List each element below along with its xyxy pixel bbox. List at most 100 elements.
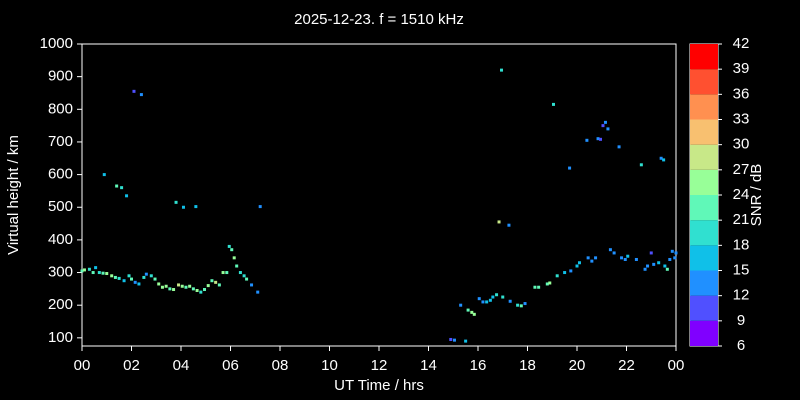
x-tick-label: 18 [519, 357, 536, 374]
point [120, 186, 124, 190]
point [221, 271, 225, 275]
point [256, 290, 260, 294]
point [477, 297, 481, 301]
point [206, 284, 210, 288]
point [673, 256, 677, 260]
point [174, 200, 178, 204]
x-tick-label: 02 [123, 357, 140, 374]
colorbar-tick-label: 24 [733, 186, 750, 203]
point [545, 282, 549, 286]
x-tick-label: 12 [371, 357, 388, 374]
point [555, 274, 559, 278]
point [80, 269, 84, 273]
point [132, 89, 136, 93]
point [115, 184, 119, 188]
colorbar-swatch [690, 220, 718, 246]
point [649, 251, 653, 255]
colorbar-swatch [690, 295, 718, 321]
point [608, 248, 612, 252]
point [523, 302, 527, 306]
x-tick-label: 14 [420, 357, 437, 374]
point [485, 300, 489, 304]
colorbar-swatch [690, 144, 718, 170]
point [127, 274, 131, 278]
point [238, 271, 242, 275]
point [113, 275, 117, 279]
x-tick-label: 16 [470, 357, 487, 374]
point [508, 299, 512, 303]
y-tick-label: 600 [48, 166, 73, 183]
colorbar-swatch [690, 320, 718, 346]
colorbar-label: SNR / dB [748, 164, 765, 227]
point [662, 158, 666, 162]
point [634, 257, 638, 261]
point [117, 276, 121, 280]
point [501, 295, 505, 299]
point [665, 267, 669, 271]
y-tick-label: 500 [48, 198, 73, 215]
point [82, 268, 86, 272]
point [87, 267, 91, 271]
point [142, 275, 146, 279]
point [464, 339, 468, 343]
colorbar-swatch [690, 245, 718, 271]
point [210, 279, 214, 283]
point [452, 338, 456, 342]
point [519, 304, 523, 308]
point [449, 337, 453, 341]
point [102, 173, 106, 177]
point [180, 284, 184, 288]
point [258, 205, 262, 209]
x-tick-label: 22 [618, 357, 635, 374]
y-tick-label: 1000 [40, 35, 73, 52]
x-tick-label: 10 [321, 357, 338, 374]
point [203, 288, 207, 292]
point [646, 264, 650, 268]
y-tick-label: 300 [48, 264, 73, 281]
colorbar-swatch [690, 169, 718, 195]
point [652, 262, 656, 266]
point [657, 261, 661, 265]
point [235, 264, 239, 268]
point [606, 127, 610, 131]
point [97, 271, 101, 275]
point [199, 290, 203, 294]
point [548, 281, 552, 285]
point [184, 285, 188, 289]
point [164, 284, 168, 288]
point [137, 282, 141, 286]
point [497, 220, 501, 224]
colorbar-swatch [690, 44, 718, 70]
point [577, 261, 581, 265]
point [594, 256, 598, 260]
point [612, 251, 616, 255]
point [533, 285, 537, 289]
point [91, 271, 95, 275]
point [481, 300, 485, 304]
point [139, 93, 143, 97]
colorbar-tick-label: 18 [733, 236, 750, 253]
x-tick-label: 00 [668, 357, 685, 374]
point [643, 267, 647, 271]
point [472, 312, 476, 316]
colorbar-tick-label: 6 [737, 337, 745, 354]
point [230, 248, 234, 252]
point [466, 308, 470, 312]
point [160, 285, 164, 289]
point [601, 124, 605, 128]
point [620, 256, 624, 260]
colorbar-tick-label: 36 [733, 85, 750, 102]
point [575, 264, 579, 268]
point [125, 194, 129, 198]
y-tick-label: 200 [48, 296, 73, 313]
point [94, 266, 98, 270]
point [177, 283, 181, 287]
y-tick-label: 700 [48, 133, 73, 150]
point [250, 283, 254, 287]
point [516, 303, 520, 307]
colorbar-tick-label: 21 [733, 211, 750, 228]
colorbar-tick-label: 42 [733, 35, 750, 52]
point [617, 145, 621, 149]
x-tick-label: 00 [74, 357, 91, 374]
